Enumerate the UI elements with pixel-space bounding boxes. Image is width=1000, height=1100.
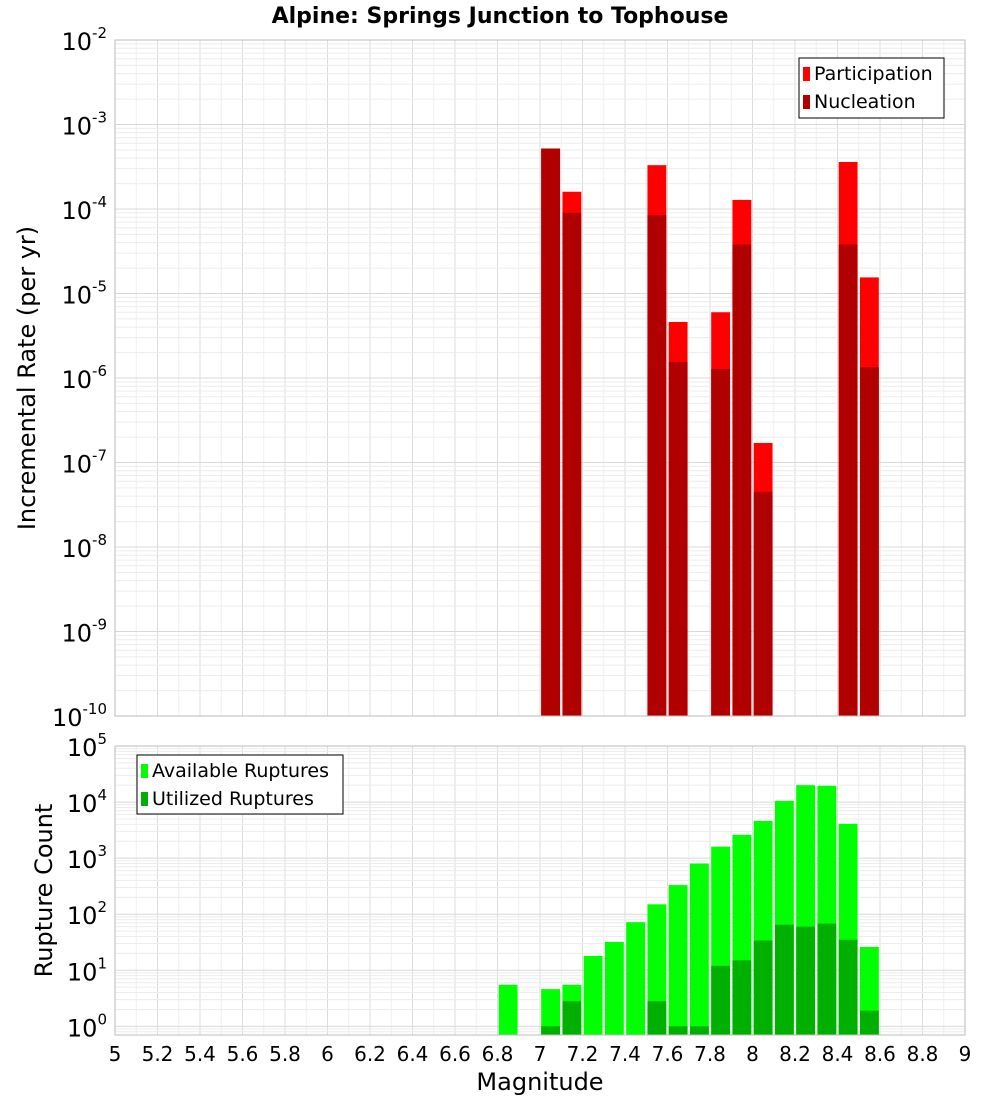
available-ruptures-bar [626,922,646,1035]
utilized-ruptures-bar [668,1026,688,1035]
nucleation-bar [753,491,773,716]
x-tick-label: 5.4 [184,1042,216,1066]
x-tick-label: 6.2 [354,1042,386,1066]
y-tick-label: 105 [67,730,107,762]
x-tick-label: 9 [959,1042,972,1066]
x-tick-label: 8.8 [907,1042,939,1066]
count-y-tick-labels: 100 101 102 103 104 105 [67,730,107,1042]
x-tick-label: 7.4 [609,1042,641,1066]
rate-y-tick-labels: 10-10 10-9 10-8 10-7 10-6 10-5 10-4 10-3 10-2 [52,24,107,732]
x-axis-label: Magnitude [476,1068,603,1096]
nucleation-bar [711,368,731,716]
utilized-ruptures-bar [732,960,752,1035]
y-tick-label: 10-3 [61,109,107,141]
utilized-ruptures-bar [817,923,837,1035]
x-tick-label: 7.6 [652,1042,684,1066]
rate-bars [541,148,879,717]
x-tick-label: 5.2 [142,1042,174,1066]
utilized-ruptures-bar [647,1001,667,1035]
count-bars [498,785,879,1035]
y-tick-label: 102 [67,898,107,930]
x-tick-label: 6.6 [439,1042,471,1066]
count-plot-frame [114,745,966,1036]
rate-plot-frame [114,39,966,717]
y-tick-label: 104 [67,786,107,818]
nucleation-bar [668,361,688,716]
y-tick-label: 10-2 [61,24,107,56]
nucleation-bar [647,214,667,716]
utilized-ruptures-bar [859,1010,879,1035]
count-chart: 100 101 102 103 104 105 Rupture Count Availab… [30,730,966,1042]
x-tick-label: 6 [321,1042,334,1066]
y-tick-label: 10-8 [61,531,107,563]
chart-title: Alpine: Springs Junction to Tophouse [272,4,729,29]
x-tick-label: 6.8 [482,1042,514,1066]
y-tick-label: 101 [67,954,107,986]
available-ruptures-bar [583,955,603,1035]
x-tick-label: 8.4 [822,1042,854,1066]
legend-swatch [803,95,810,109]
rate-y-axis-label: Incremental Rate (per yr) [13,226,41,530]
legend-swatch [803,67,810,81]
available-ruptures-bar [668,885,688,1035]
y-tick-label: 10-7 [61,447,107,479]
y-tick-label: 10-4 [61,193,107,225]
x-tick-label: 8.6 [864,1042,896,1066]
available-ruptures-bar [604,941,624,1035]
available-ruptures-bar [689,863,709,1035]
y-tick-label: 10-6 [61,362,107,394]
utilized-ruptures-bar [796,926,816,1035]
nucleation-bar [859,366,879,716]
legend-box [136,754,344,815]
utilized-ruptures-bar [753,940,773,1035]
utilized-ruptures-bar [711,965,731,1035]
y-tick-label: 10-9 [61,616,107,648]
x-tick-label: 7 [534,1042,547,1066]
nucleation-bar [838,244,858,716]
x-tick-label: 8 [746,1042,759,1066]
legend-label: Nucleation [814,91,916,113]
legend-label: Available Ruptures [152,760,329,782]
nucleation-bar [732,244,752,716]
legend-swatch [141,792,148,806]
count-legend: Available Ruptures Utilized Ruptures [136,754,344,815]
x-tick-label: 7.8 [694,1042,726,1066]
nucleation-bar [541,148,561,717]
available-ruptures-bar [541,989,561,1035]
x-tick-label: 5.8 [269,1042,301,1066]
legend-label: Participation [814,63,933,85]
available-ruptures-bar [498,984,518,1035]
legend-box [798,57,945,119]
x-tick-label: 5.6 [227,1042,259,1066]
x-tick-label: 7.2 [567,1042,599,1066]
x-tick-label: 6.4 [397,1042,429,1066]
y-tick-label: 100 [67,1010,107,1042]
y-tick-label: 10-10 [52,700,107,732]
utilized-ruptures-bar [774,924,794,1035]
utilized-ruptures-bar [838,939,858,1035]
y-tick-label: 103 [67,842,107,874]
rate-chart: 10-10 10-9 10-8 10-7 10-6 10-5 10-4 10-3 10-2 In… [13,24,966,732]
count-y-axis-label: Rupture Count [30,804,58,978]
rate-legend: Participation Nucleation [798,57,945,119]
nucleation-bar [562,212,582,716]
legend-swatch [141,764,148,778]
x-tick-label: 8.2 [779,1042,811,1066]
utilized-ruptures-bar [689,1026,709,1035]
utilized-ruptures-bar [562,1001,582,1035]
y-tick-label: 10-5 [61,278,107,310]
utilized-ruptures-bar [541,1026,561,1035]
legend-label: Utilized Ruptures [152,788,314,810]
rate-gridlines [114,39,966,717]
x-tick-label: 5 [109,1042,122,1066]
x-tick-labels: 5 5.2 5.4 5.6 5.8 6 6.2 6.4 6.6 6.8 7 7.2 7.4 7.6 7.8 8… [109,1042,972,1066]
